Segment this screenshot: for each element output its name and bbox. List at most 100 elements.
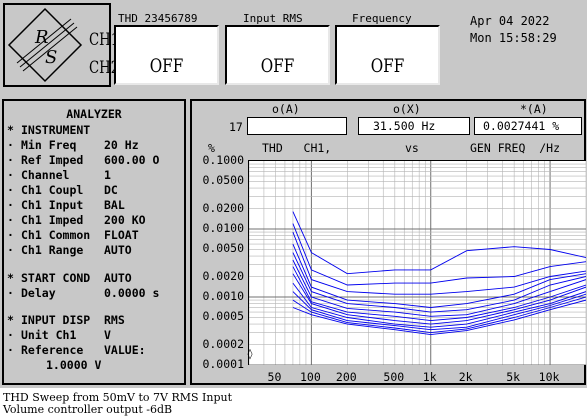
analyzer-row-3-value[interactable]: 1 — [104, 168, 111, 182]
analyzer-row-bullet: * — [7, 271, 14, 285]
analyzer-row-2-value[interactable]: 600.00 O — [104, 153, 160, 167]
analyzer-row-11[interactable]: * INPUT DISP — [7, 313, 90, 327]
analyzer-row-12-value[interactable]: V — [104, 328, 111, 342]
analyzer-row-bullet: · — [7, 198, 14, 212]
thd-series-2 — [292, 231, 587, 295]
y-tick-label: 0.0010 — [202, 289, 244, 303]
analyzer-row-9[interactable]: * START COND — [7, 271, 90, 285]
y-tick-label: 0.0005 — [202, 309, 244, 324]
analyzer-row-3[interactable]: · Channel — [7, 168, 69, 182]
thd-series-7 — [292, 273, 587, 325]
analyzer-row-bullet: * — [7, 313, 14, 327]
y-tick-label: 0.0500 — [202, 173, 244, 188]
thd-series-11 — [292, 299, 587, 336]
analyzer-row-1-value[interactable]: 20 Hz — [104, 138, 139, 152]
thd-title: THD 23456789 — [118, 12, 198, 25]
thd-series-9 — [292, 291, 587, 331]
frequency-display[interactable]: OFF — [335, 25, 440, 85]
analyzer-row-7[interactable]: · Ch1 Common — [7, 228, 90, 242]
analyzer-row-label: INSTRUMENT — [21, 123, 91, 137]
cursor-x-value: 31.500 Hz — [373, 119, 436, 133]
graph-title-left: THD CH1, — [262, 141, 332, 155]
thd-series-0 — [292, 211, 587, 275]
analyzer-row-bullet: · — [7, 228, 14, 242]
analyzer-row-10-value[interactable]: 0.0000 s — [104, 286, 160, 300]
analyzer-row-11-value[interactable]: RMS — [104, 313, 125, 327]
x-tick-label: 1k — [422, 370, 437, 384]
analyzer-title: ANALYZER — [66, 107, 122, 121]
analyzer-row-bullet: · — [7, 213, 14, 227]
cursor-x-header: o(X) — [393, 102, 421, 116]
svg-text:S: S — [45, 47, 57, 68]
analyzer-row-6[interactable]: · Ch1 Imped — [7, 213, 83, 227]
y-tick-label: 0.0200 — [202, 200, 244, 215]
y-tick-label: 0.0100 — [202, 221, 244, 235]
date: Apr 04 2022 — [470, 14, 550, 28]
analyzer-row-bullet: · — [7, 286, 14, 300]
analyzer-screen: R S CH1 CH2 THD 23456789 OFF Input RMS O… — [0, 0, 587, 388]
y-tick-label: 0.0020 — [202, 268, 244, 283]
analyzer-row-13-value[interactable]: VALUE: — [104, 343, 146, 357]
thd-series-8 — [292, 282, 587, 328]
analyzer-row-label: Ref Imped — [21, 153, 84, 167]
thd-display[interactable]: OFF — [114, 25, 219, 85]
analyzer-row-label: START COND — [21, 271, 91, 285]
analyzer-row-bullet: · — [7, 183, 14, 197]
thd-plot-svg — [248, 161, 587, 366]
day-time: Mon 15:58:29 — [470, 31, 557, 45]
thd-series-6 — [292, 266, 587, 322]
analyzer-row-2[interactable]: · Ref Imped — [7, 153, 83, 167]
thd-plot[interactable] — [248, 160, 587, 366]
analyzer-row-bullet: · — [7, 168, 14, 182]
input-rms-display[interactable]: OFF — [225, 25, 330, 85]
y-unit-label: % — [208, 141, 215, 155]
analyzer-row-14-value[interactable]: 1.0000 V — [46, 358, 102, 372]
analyzer-row-0[interactable]: * INSTRUMENT — [7, 123, 90, 137]
cursor-a-field[interactable] — [247, 117, 347, 135]
analyzer-row-10[interactable]: · Delay — [7, 286, 56, 300]
analyzer-row-bullet: · — [7, 343, 14, 357]
thd-value: OFF — [149, 55, 184, 77]
analyzer-row-1[interactable]: · Min Freq — [7, 138, 76, 152]
rs-logo: R S — [3, 3, 111, 87]
thd-series-4 — [292, 252, 587, 313]
cursor-star-field[interactable]: 0.0027441 % — [474, 117, 582, 135]
analyzer-row-7-value[interactable]: FLOAT — [104, 228, 139, 242]
analyzer-row-label: Min Freq — [21, 138, 77, 152]
graph-title-vs: vs — [405, 141, 419, 155]
analyzer-row-6-value[interactable]: 200 KO — [104, 213, 146, 227]
analyzer-row-9-value[interactable]: AUTO — [104, 271, 132, 285]
cursor-star-value: 0.0027441 % — [483, 119, 560, 133]
caption-line-1: THD Sweep from 50mV to 7V RMS Input — [3, 391, 233, 404]
frequency-value: OFF — [370, 55, 405, 77]
analyzer-row-8[interactable]: · Ch1 Range — [7, 243, 83, 257]
cursor-star-header: *(A) — [520, 102, 548, 116]
analyzer-row-4[interactable]: · Ch1 Coupl — [7, 183, 83, 197]
analyzer-row-13[interactable]: · Reference — [7, 343, 83, 357]
svg-text:R: R — [34, 27, 49, 48]
x-tick-label: 100 — [300, 370, 321, 384]
cursor-x-field[interactable]: 31.500 Hz — [358, 117, 470, 135]
analyzer-row-14[interactable] — [7, 358, 21, 372]
analyzer-row-5-value[interactable]: BAL — [104, 198, 125, 212]
analyzer-row-bullet: · — [7, 138, 14, 152]
analyzer-row-bullet: · — [7, 328, 14, 342]
analyzer-row-label: Unit Ch1 — [21, 328, 77, 342]
analyzer-row-label: Reference — [21, 343, 84, 357]
graph-title-right: GEN FREQ /Hz — [470, 141, 561, 155]
analyzer-row-4-value[interactable]: DC — [104, 183, 118, 197]
analyzer-row-bullet: * — [7, 123, 14, 137]
analyzer-row-label: Ch1 Coupl — [21, 183, 84, 197]
analyzer-row-12[interactable]: · Unit Ch1 — [7, 328, 76, 342]
analyzer-row-bullet: · — [7, 243, 14, 257]
analyzer-row-label: Ch1 Imped — [21, 213, 84, 227]
caption-line-2: Volume controller output -6dB — [3, 403, 173, 416]
thd-series-1 — [292, 223, 587, 286]
y-tick-label: 0.0002 — [202, 336, 244, 351]
analyzer-row-8-value[interactable]: AUTO — [104, 243, 132, 257]
analyzer-row-label: Delay — [21, 286, 56, 300]
x-tick-label: 500 — [383, 370, 405, 384]
x-tick-label: 200 — [335, 370, 357, 384]
analyzer-row-bullet: · — [7, 153, 14, 167]
analyzer-row-5[interactable]: · Ch1 Input — [7, 198, 83, 212]
